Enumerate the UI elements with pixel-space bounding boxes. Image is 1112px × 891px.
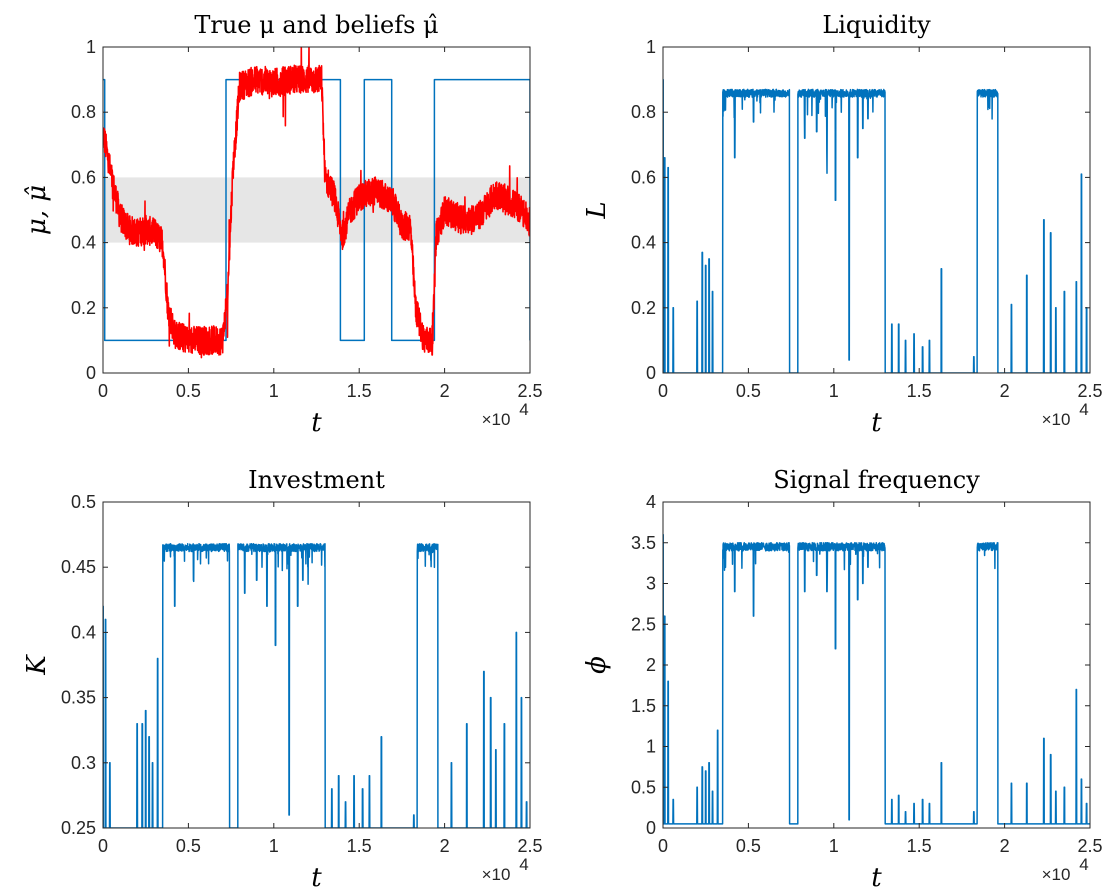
x-tick-label: 1 [269,836,279,856]
chart-title: True μ and beliefs μ̂ [194,11,438,39]
y-tick-label: 0.8 [631,102,656,122]
y-tick-label: 0.2 [71,298,96,318]
y-axis-label: K [22,654,52,676]
y-tick-label: 0 [86,363,96,383]
y-axis-label: ϕ [582,656,612,674]
x-tick-label: 1 [269,381,279,401]
plot-lines [663,533,1090,825]
x-tick-label: 2.5 [517,381,542,401]
plot-lines [663,78,1090,373]
y-tick-label: 1.5 [631,696,656,716]
x-multiplier-exponent: 4 [1079,855,1088,874]
x-multiplier-exponent: 4 [1079,400,1088,419]
y-tick-label: 0.35 [61,688,96,708]
panel-4: 0 0.5 1 1.5 2 2.5 0 0.5 1 1.5 2 2.5 3 3.5 4 Signal freq… [582,466,1103,891]
y-tick-label: 3.5 [631,533,656,553]
series-line-1 [103,78,530,342]
chart-title: Signal frequency [773,466,980,494]
y-tick-label: 0.4 [71,233,96,253]
x-tick-label: 1.5 [347,836,372,856]
axis-box [102,46,531,374]
plot-lines [103,47,530,359]
x-multiplier: ×10 [482,410,511,429]
x-tick-label: 0.5 [176,836,201,856]
y-tick-label: 0.4 [631,233,656,253]
x-tick-label: 1.5 [907,836,932,856]
y-tick-label: 4 [646,492,656,512]
y-tick-label: 0.45 [61,557,96,577]
y-tick-label: 0.6 [631,167,656,187]
x-axis-label: t [311,863,322,891]
chart-title: Investment [248,466,385,494]
y-tick-label: 0.8 [71,102,96,122]
axis-box [102,501,531,829]
y-tick-label: 0.4 [71,622,96,642]
panel-1: 0 0.5 1 1.5 2 2.5 0 0.2 0.4 0.6 0.8 1 True μ and bel… [22,11,543,438]
x-tick-label: 0.5 [736,381,761,401]
x-tick-label: 2 [440,836,450,856]
x-tick-label: 2 [1000,836,1010,856]
chart-title: Liquidity [822,11,931,39]
y-axis-label: μ, μ̂ [22,185,52,235]
x-tick-label: 0 [98,836,108,856]
y-tick-label: 1 [86,37,96,57]
y-tick-label: 0 [646,363,656,383]
series-line-1 [103,542,530,828]
panel-2: 0 0.5 1 1.5 2 2.5 0 0.2 0.4 0.6 0.8 1 Liquidity t L ×10… [582,11,1103,438]
axis-box [662,46,1091,374]
series-line-1 [663,533,1090,825]
x-tick-label: 2.5 [517,836,542,856]
x-multiplier: ×10 [1042,410,1071,429]
y-tick-label: 2.5 [631,614,656,634]
x-tick-label: 0.5 [736,836,761,856]
x-multiplier-exponent: 4 [519,400,528,419]
x-tick-label: 0 [658,836,668,856]
x-multiplier: ×10 [1042,865,1071,884]
y-tick-label: 0.2 [631,298,656,318]
x-multiplier: ×10 [482,865,511,884]
x-tick-label: 0 [98,381,108,401]
panel-3: 0 0.5 1 1.5 2 2.5 0.25 0.3 0.35 0.4 0.45 0.5 Investm… [22,466,543,891]
y-tick-label: 0.5 [631,777,656,797]
series-line-2 [103,47,530,359]
y-tick-label: 1 [646,737,656,757]
y-tick-label: 2 [646,655,656,675]
x-axis-label: t [871,863,882,891]
plot-lines [103,542,530,828]
y-tick-label: 0.6 [71,167,96,187]
y-tick-label: 0.3 [71,753,96,773]
y-tick-label: 0 [646,818,656,838]
x-axis-label: t [311,408,322,438]
x-tick-label: 0 [658,381,668,401]
x-axis-label: t [871,408,882,438]
x-tick-label: 2 [1000,381,1010,401]
x-tick-label: 1 [829,836,839,856]
x-tick-label: 1 [829,381,839,401]
x-tick-label: 2 [440,381,450,401]
y-tick-label: 3 [646,574,656,594]
x-tick-label: 2.5 [1077,381,1102,401]
y-tick-label: 0.25 [61,818,96,838]
x-multiplier-exponent: 4 [519,855,528,874]
x-tick-label: 0.5 [176,381,201,401]
y-tick-label: 1 [646,37,656,57]
x-tick-label: 2.5 [1077,836,1102,856]
x-tick-label: 1.5 [347,381,372,401]
y-axis-label: L [582,201,612,219]
y-tick-label: 0.5 [71,492,96,512]
series-line-1 [663,78,1090,373]
x-tick-label: 1.5 [907,381,932,401]
